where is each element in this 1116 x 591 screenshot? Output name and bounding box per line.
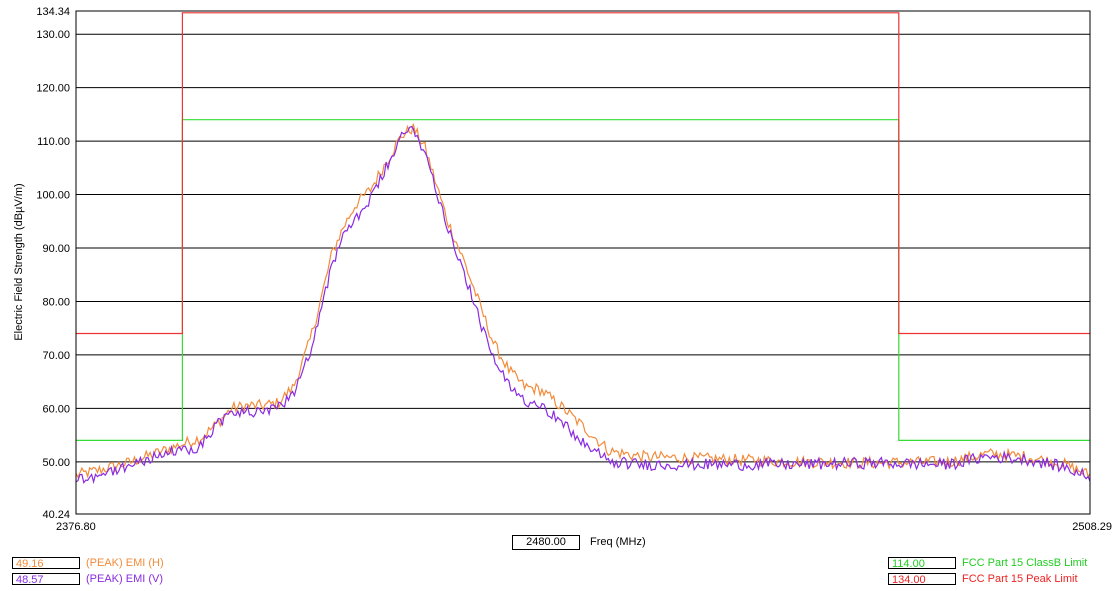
grid-lines [76,33,1090,463]
freq-axis-label: Freq (MHz) [590,536,646,548]
legend-item-emi-h: 49.16 (PEAK) EMI (H) [12,556,164,570]
y-tick-label: 110.00 [37,136,70,148]
legend-label: (PEAK) EMI (V) [86,573,164,585]
series-lines [75,12,1091,485]
legend-value-box: 48.57 [12,573,80,586]
y-tick-label: 130.00 [36,29,70,41]
y-tick-label: 60.00 [42,403,70,415]
legend-value-box: 114.00 [888,557,956,570]
tick-labels: 40.24 50.00 60.00 70.00 80.00 90.00 100.00 110.… [36,6,1112,533]
legend-label: FCC Part 15 ClassB Limit [962,557,1088,569]
series-line-4 [76,12,1090,335]
freq-marker-value[interactable]: 2480.00 [512,535,580,550]
y-tick-label: 90.00 [42,243,70,255]
y-tick-label: 70.00 [42,350,70,362]
y-tick-label: 100.00 [36,190,70,202]
y-tick-label: 120.00 [36,83,70,95]
series-line-3 [76,119,1090,441]
series-line-2 [75,125,1091,485]
y-tick-label: 40.24 [42,509,70,521]
y-tick-label: 80.00 [42,296,70,308]
legend-label: FCC Part 15 Peak Limit [962,573,1078,585]
y-tick-label: 50.00 [42,457,70,469]
legend-value-box: 134.00 [888,573,956,586]
legend-item-classb-limit: 114.00 FCC Part 15 ClassB Limit [888,556,1087,570]
legend-item-emi-v: 48.57 (PEAK) EMI (V) [12,572,163,586]
y-tick-label: 134.34 [36,6,70,18]
legend-label: (PEAK) EMI (H) [86,557,164,569]
y-axis-label: Electric Field Strength (dBµV/m) [13,183,25,340]
series-line-1 [75,123,1091,479]
legend-item-peak-limit: 134.00 FCC Part 15 Peak Limit [888,572,1078,586]
plot-frame [75,10,1091,515]
x-tick-label: 2376.80 [56,521,96,533]
legend-value-box: 49.16 [12,557,80,570]
x-tick-label: 2508.29 [1072,521,1112,533]
